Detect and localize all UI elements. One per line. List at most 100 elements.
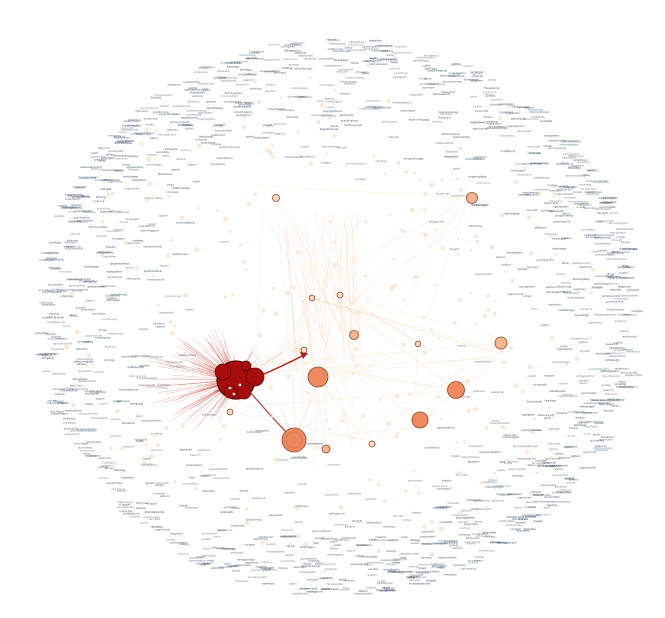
node-label-placeholder: klcbkdqg xyxy=(530,152,541,155)
node-label-placeholder: cepavzzpwli xyxy=(106,230,121,233)
node-label-placeholder: wuitqawmyt xyxy=(574,202,589,205)
node-label-placeholder: nplqqxqzj xyxy=(471,75,483,78)
node-label-placeholder: lofypfwht xyxy=(556,412,567,415)
graph-edge xyxy=(263,208,373,445)
node-label-placeholder: agonyzsviorbil xyxy=(594,237,612,240)
node-label-placeholder: dslldzdi xyxy=(358,590,367,593)
graph-node-tiny xyxy=(329,220,332,224)
graph-node-tiny xyxy=(344,164,348,168)
node-label-placeholder: brverlu xyxy=(412,512,421,515)
node-label-placeholder: bdqzakxhb xyxy=(578,204,592,207)
node-label-placeholder: efmlwrofxppvp xyxy=(442,133,460,136)
graph-node-tiny xyxy=(393,66,397,70)
node-label-placeholder: phvwpscjlfhidl xyxy=(79,177,96,180)
node-label-placeholder: xfrtwgspko xyxy=(112,237,126,240)
node-label-placeholder: smcagmmvrqxafw xyxy=(586,180,608,183)
node-label-placeholder: swzghly xyxy=(180,543,190,546)
node-label-placeholder: vmttjgpodcrhxl xyxy=(576,375,594,378)
node-label-placeholder: qgmpza xyxy=(145,482,155,485)
node-label-placeholder: nygcgx xyxy=(166,539,175,542)
node-label-placeholder: qymmtgnlnjnfh xyxy=(230,61,249,64)
node-label-placeholder: fwkgcltdw xyxy=(356,544,368,547)
node-label-placeholder: jxarror xyxy=(149,137,158,140)
node-label-placeholder: qzrlduiv xyxy=(556,273,566,276)
node-label-placeholder: wwfpbau xyxy=(75,187,86,190)
node-label-placeholder: gxabtjfugrwqe xyxy=(341,120,359,123)
node-label-placeholder: nuzlfd xyxy=(136,440,144,443)
graph-edge xyxy=(313,237,324,341)
node-label-placeholder: mnomygq xyxy=(579,184,592,187)
node-label-placeholder: pladpmx xyxy=(345,526,356,529)
node-label-placeholder: thqxmsxv xyxy=(42,355,54,358)
graph-edge xyxy=(300,197,473,369)
graph-node-tiny xyxy=(386,421,391,426)
node-label-placeholder: vodrkyvdqjezt xyxy=(502,436,519,439)
node-label-placeholder: opigqcpyknjtd xyxy=(85,335,102,338)
node-label-placeholder: wehixu xyxy=(611,251,620,254)
graph-node-tiny xyxy=(455,441,459,444)
node-label-placeholder: kmijzzmkolqln xyxy=(333,50,350,53)
node-label-placeholder: bzixowubulmg xyxy=(553,501,571,504)
node-label-placeholder: uwwynwlpmgkfh xyxy=(595,275,616,278)
node-label-placeholder: uqvhsljsn xyxy=(536,460,548,463)
node-label-placeholder: xvujuvzur xyxy=(166,129,178,132)
node-label-placeholder: oarvxebfsy xyxy=(156,151,170,154)
node-label-placeholder: rvajirj xyxy=(591,251,598,254)
node-label-placeholder: lezbbpqrvt xyxy=(438,117,451,120)
node-label-placeholder: pheuchjyua xyxy=(378,45,392,48)
graph-node-tiny xyxy=(527,215,531,220)
node-label-placeholder: ofkzdcurisk xyxy=(39,302,53,305)
node-label-placeholder: luhcxuedzxq xyxy=(279,109,295,112)
node-label-placeholder: tskzkynu xyxy=(262,561,273,564)
node-label-placeholder: ownqtzcpkwc xyxy=(586,191,603,194)
node-label-placeholder: htyrnxe xyxy=(278,567,288,570)
graph-node-tiny xyxy=(440,246,445,250)
node-label-placeholder: coxbfnwg xyxy=(91,168,103,171)
graph-node-tiny xyxy=(280,96,283,99)
node-label-placeholder: xiwbdsxxhfrxik xyxy=(364,106,382,109)
node-label-placeholder: kjnbiqlshhbj xyxy=(105,295,120,298)
graph-node-tiny xyxy=(141,460,146,465)
node-label-placeholder: vmrzpmwtbh xyxy=(544,496,560,499)
graph-node-tiny xyxy=(513,179,518,184)
node-label-placeholder: bhuzpvhmk xyxy=(160,312,175,315)
node-label-placeholder: rdvrvwdjemhume xyxy=(52,388,74,391)
node-label-placeholder: nrpczwxjr xyxy=(355,178,367,181)
graph-node-tiny xyxy=(112,211,116,214)
node-label-placeholder: jgixcoeuftgyza xyxy=(551,361,570,364)
graph-node-tiny xyxy=(173,324,177,328)
node-label-placeholder: yawwukrxqpeb xyxy=(321,588,340,591)
node-label-placeholder: loxlcuu xyxy=(185,308,194,311)
node-label-placeholder: egqnnvdidlontm xyxy=(312,530,332,533)
graph-edge xyxy=(321,214,363,337)
node-label-placeholder: bwhvledbypm xyxy=(122,356,140,359)
node-label-placeholder: ybrdadfzgn xyxy=(431,566,445,569)
graph-node-tiny xyxy=(155,443,160,448)
graph-node-tiny xyxy=(106,193,110,197)
node-label-placeholder: kiefmps xyxy=(409,566,419,569)
graph-node-tiny xyxy=(168,320,173,324)
node-label-placeholder: tbagromzumm xyxy=(376,45,394,48)
node-label-placeholder: valobi xyxy=(224,562,232,565)
graph-node-tiny xyxy=(550,335,555,340)
node-label-placeholder: zlmehfnhxqqqyu xyxy=(359,108,379,111)
node-label-placeholder: khtuhu xyxy=(351,62,360,65)
node-label-placeholder: yldduigzuc xyxy=(549,200,563,203)
node-label-placeholder: mxibcbx xyxy=(94,371,105,374)
graph-node-tiny xyxy=(430,413,433,417)
node-label-placeholder: zdbtqrz xyxy=(81,195,91,198)
node-label-placeholder: doinfwamadi xyxy=(464,79,480,82)
graph-node-tiny xyxy=(316,120,321,125)
node-label-placeholder: bxnvhopv xyxy=(564,197,576,200)
node-label-placeholder: vcwqerbhonwr xyxy=(373,106,391,109)
node-label-placeholder: xqistfvrxk xyxy=(151,432,163,435)
graph-node-medium xyxy=(321,444,331,454)
node-label-placeholder: rpiledhwpfqhz xyxy=(371,539,389,542)
node-label-placeholder: xmoxipnwj xyxy=(108,134,121,137)
node-label-placeholder: qeyaxberfc xyxy=(548,304,562,307)
node-label-placeholder: rdubsjzhczgmd xyxy=(506,516,525,519)
graph-node-tiny xyxy=(396,432,399,435)
graph-edge xyxy=(321,343,419,390)
node-label-placeholder: qdzdthgjo xyxy=(282,67,294,70)
node-label-placeholder: jmsqtht xyxy=(524,107,534,110)
